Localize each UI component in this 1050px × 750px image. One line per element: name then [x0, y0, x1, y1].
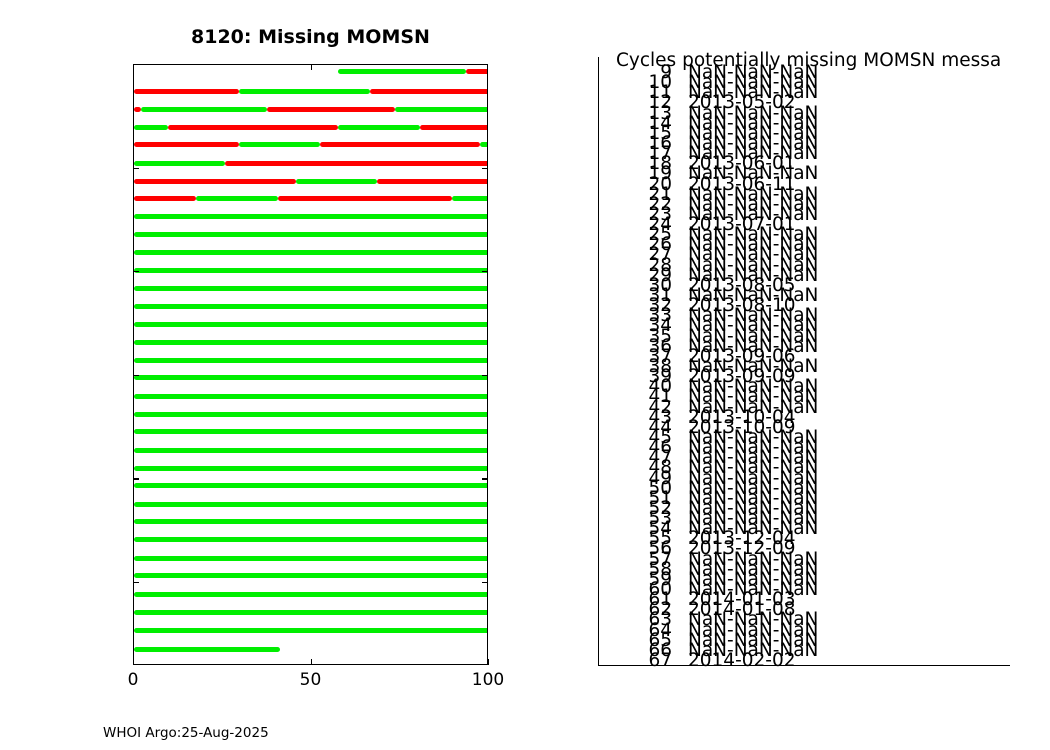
cycle-segment — [134, 142, 239, 148]
cycle-segment — [134, 609, 487, 615]
cycle-segment — [238, 142, 321, 148]
cycle-segment — [134, 411, 487, 417]
cycle-segment — [338, 124, 420, 130]
cycle-segment — [134, 628, 487, 634]
cycle-segment — [134, 429, 487, 435]
cycle-segment — [134, 394, 487, 400]
cycle-segment — [134, 375, 487, 381]
cycle-segment — [370, 89, 487, 95]
y-tick-mark — [133, 64, 139, 66]
cycle-segment — [134, 646, 280, 652]
x-tick-label: 0 — [127, 670, 139, 690]
cycle-segment — [134, 196, 197, 202]
cycle-segment — [134, 447, 487, 453]
y-tick-mark — [482, 582, 488, 584]
cycle-segment — [394, 107, 487, 113]
cycle-segment — [134, 303, 487, 309]
cycle-segment — [134, 321, 487, 327]
y-tick-mark — [133, 374, 139, 376]
cycle-segment — [141, 107, 268, 113]
cycle-segment — [134, 124, 168, 130]
plot-box — [133, 64, 488, 665]
cycle-segment — [134, 592, 487, 597]
y-tick-mark — [482, 167, 488, 169]
cycle-segment — [134, 250, 487, 256]
cycle-segment — [134, 267, 487, 273]
x-tick-mark — [310, 659, 312, 665]
cycle-segment — [134, 357, 487, 363]
cycle-segment — [134, 160, 225, 166]
y-tick-mark — [133, 167, 139, 169]
cycle-segment — [134, 213, 487, 219]
cycle-segment — [480, 142, 487, 148]
cycle-segment — [134, 232, 487, 238]
y-tick-mark — [133, 478, 139, 480]
cycle-segment — [134, 519, 487, 525]
cycle-segment — [134, 555, 487, 561]
cycle-segment — [238, 89, 371, 95]
cycle-segment — [134, 465, 487, 471]
cycle-segment — [320, 142, 481, 148]
cycle-segment — [134, 340, 487, 346]
page-title: 8120: Missing MOMSN — [191, 26, 430, 48]
cycle-segment — [134, 573, 487, 579]
cycle-segment — [167, 124, 339, 130]
missing-momsn-list-panel: Cycles potentially missing MOMSN messa 9… — [560, 0, 1050, 750]
cycle-segment — [134, 89, 239, 95]
cycle-segment — [196, 196, 278, 202]
cycle-segment — [277, 196, 452, 202]
cycle-segment — [134, 537, 487, 543]
x-tick-label: 100 — [471, 670, 505, 690]
y-tick-mark — [482, 64, 488, 66]
cycle-segment — [338, 68, 466, 74]
cycle-segment — [419, 124, 487, 130]
x-tick-mark — [488, 659, 490, 665]
y-tick-mark — [482, 478, 488, 480]
missing-momsn-chart-panel: 8120: Missing MOMSN 05001000150020002500… — [103, 26, 505, 741]
y-tick-mark — [133, 271, 139, 273]
cycle-segment — [134, 483, 487, 489]
plot-area — [134, 65, 487, 664]
y-tick-mark — [482, 374, 488, 376]
cycle-segment — [134, 286, 487, 292]
cycle-segment — [267, 107, 395, 113]
cycle-segment — [451, 196, 487, 202]
cycle-segment — [377, 178, 487, 184]
list-box — [598, 57, 1010, 666]
x-tick-mark — [133, 659, 135, 665]
cycle-segment — [224, 160, 487, 166]
x-tick-label: 50 — [299, 670, 322, 690]
cycle-segment — [465, 68, 487, 74]
cycle-segment — [295, 178, 378, 184]
list-heading: Cycles potentially missing MOMSN messa — [616, 50, 1002, 71]
cycle-segment — [134, 178, 296, 184]
cycle-segment — [134, 107, 142, 113]
y-tick-mark — [482, 271, 488, 273]
cycle-segment — [134, 501, 487, 507]
y-tick-mark — [133, 582, 139, 584]
x-tick-mark — [310, 64, 312, 70]
footer-credit: WHOI Argo:25-Aug-2025 — [103, 725, 269, 741]
